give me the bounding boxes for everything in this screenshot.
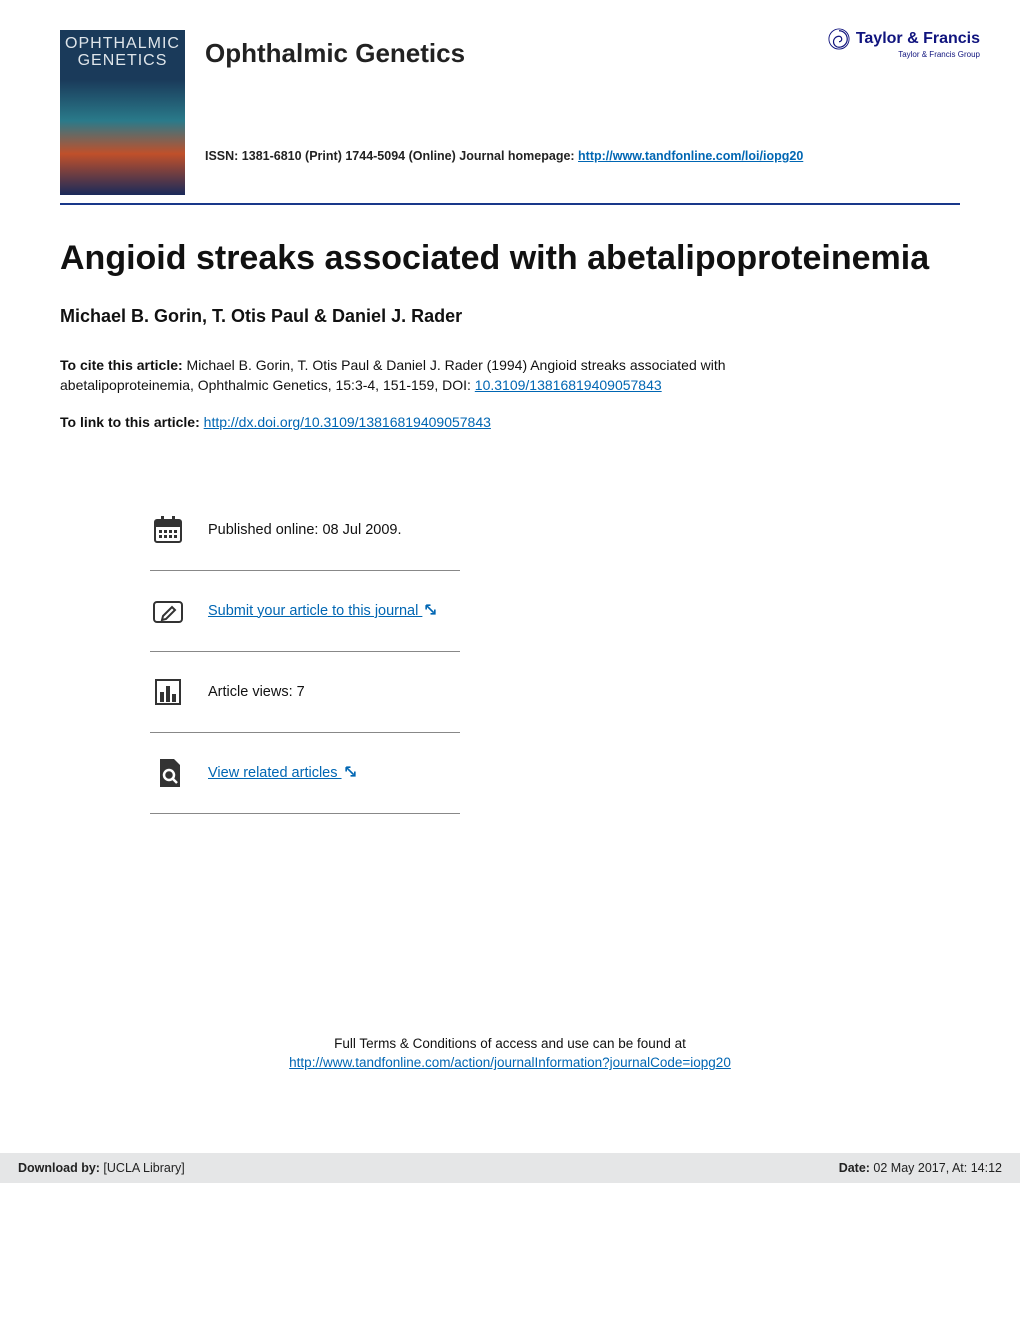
related-link[interactable]: View related articles [208, 765, 357, 781]
cover-title: OPHTHALMIC GENETICS [60, 36, 185, 70]
issn-line: ISSN: 1381-6810 (Print) 1744-5094 (Onlin… [205, 149, 960, 163]
action-list: Published online: 08 Jul 2009. Submit yo… [150, 490, 960, 814]
journal-homepage-link[interactable]: http://www.tandfonline.com/loi/iopg20 [578, 149, 803, 163]
download-date: Date: 02 May 2017, At: 14:12 [839, 1161, 1002, 1175]
journal-cover-thumbnail: OPHTHALMIC GENETICS [60, 30, 185, 195]
journal-header: OPHTHALMIC GENETICS Ophthalmic Genetics … [60, 30, 960, 195]
external-link-icon [344, 765, 357, 778]
published-text: Published online: 08 Jul 2009. [208, 522, 401, 538]
footer-bar: Download by: [UCLA Library] Date: 02 May… [0, 1153, 1020, 1183]
link-block: To link to this article: http://dx.doi.o… [60, 414, 960, 430]
footer-line1: Full Terms & Conditions of access and us… [334, 1036, 686, 1051]
download-by: Download by: [UCLA Library] [18, 1161, 185, 1175]
submit-pencil-icon [150, 593, 186, 629]
link-label: To link to this article: [60, 414, 204, 430]
article-authors: Michael B. Gorin, T. Otis Paul & Daniel … [60, 306, 960, 327]
publisher-tagline: Taylor & Francis Group [898, 50, 980, 59]
article-title: Angioid streaks associated with abetalip… [60, 239, 960, 278]
citation-block: To cite this article: Michael B. Gorin, … [60, 355, 740, 396]
footer-terms-link[interactable]: http://www.tandfonline.com/action/journa… [289, 1055, 731, 1070]
publisher-swirl-icon [828, 28, 850, 50]
calendar-icon [150, 512, 186, 548]
publisher-logo: Taylor & Francis [828, 28, 980, 50]
related-magnifier-icon [150, 755, 186, 791]
action-submit[interactable]: Submit your article to this journal [150, 571, 960, 651]
submit-link[interactable]: Submit your article to this journal [208, 603, 437, 619]
cite-doi-link[interactable]: 10.3109/13816819409057843 [475, 377, 662, 393]
article-doi-link[interactable]: http://dx.doi.org/10.3109/13816819409057… [204, 414, 491, 430]
publisher-name: Taylor & Francis [856, 30, 980, 48]
action-published: Published online: 08 Jul 2009. [150, 490, 960, 570]
header-divider [60, 203, 960, 205]
bar-chart-icon [150, 674, 186, 710]
cite-label: To cite this article: [60, 357, 187, 373]
footer-message: Full Terms & Conditions of access and us… [60, 1034, 960, 1073]
action-views: Article views: 7 [150, 652, 960, 732]
views-text: Article views: 7 [208, 684, 305, 700]
action-related[interactable]: View related articles [150, 733, 960, 813]
action-divider [150, 813, 460, 814]
external-link-icon [424, 603, 437, 616]
